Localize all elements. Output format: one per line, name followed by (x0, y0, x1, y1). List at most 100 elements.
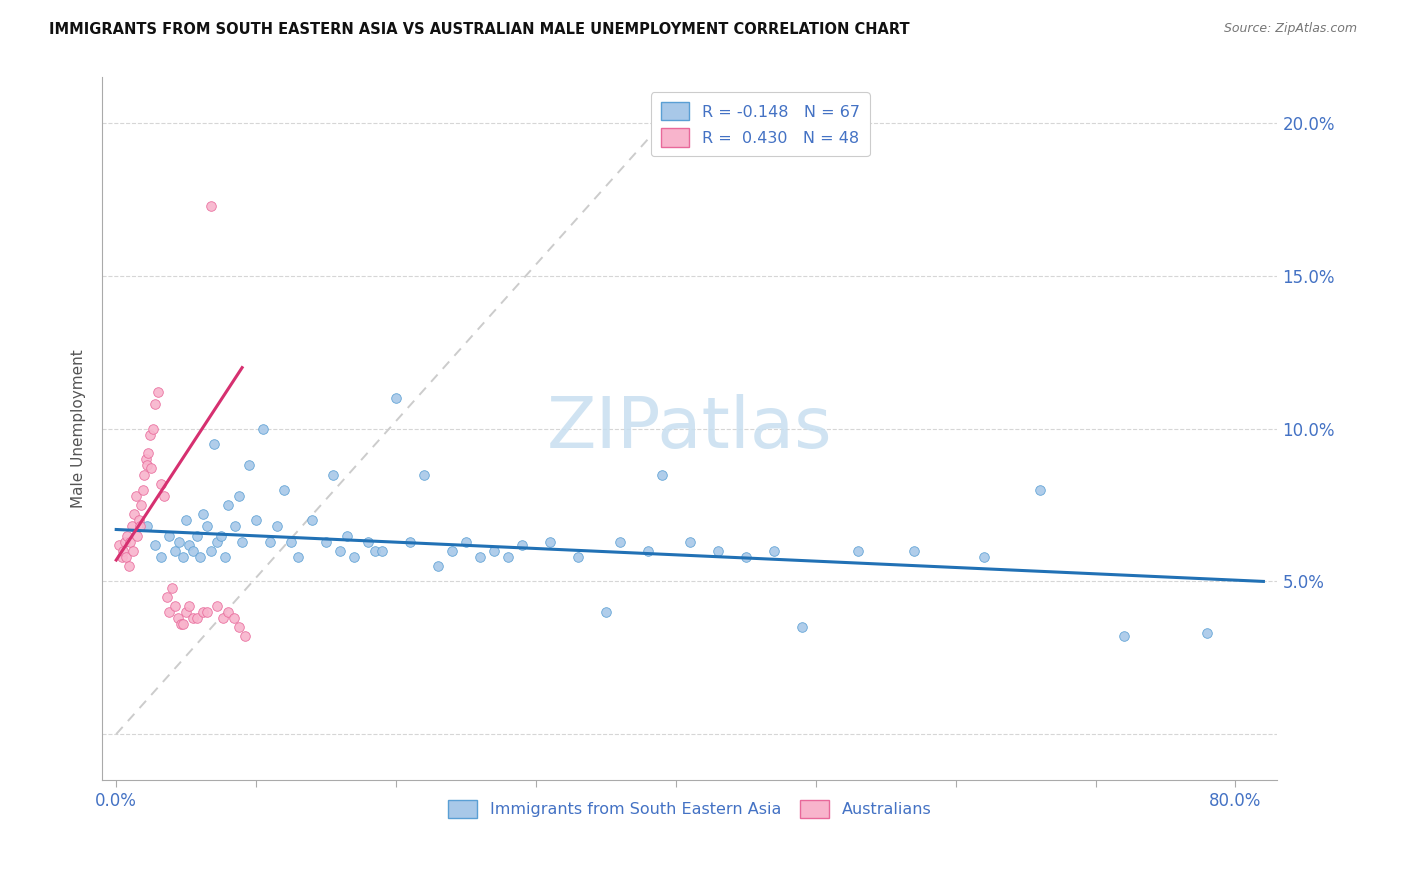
Point (121, 519, 143, 533)
Point (259, 534, 281, 549)
Point (149, 549, 172, 564)
Point (131, 498, 153, 512)
Point (385, 391, 408, 405)
Point (181, 611, 204, 625)
Point (217, 605, 239, 619)
Point (111, 549, 134, 564)
Point (209, 528, 232, 542)
Point (139, 427, 162, 442)
Point (108, 538, 131, 552)
Y-axis label: Male Unemployment: Male Unemployment (72, 350, 86, 508)
Point (149, 476, 172, 491)
Point (315, 534, 337, 549)
Point (135, 452, 157, 467)
Point (129, 519, 152, 533)
Point (166, 611, 188, 625)
Point (138, 446, 160, 460)
Point (122, 544, 145, 558)
Point (231, 534, 253, 549)
Point (252, 422, 274, 436)
Point (174, 605, 197, 619)
Point (155, 590, 177, 604)
Point (200, 544, 222, 558)
Point (195, 519, 218, 533)
Point (399, 534, 422, 549)
Point (228, 489, 250, 503)
Point (538, 534, 561, 549)
Point (157, 528, 180, 542)
Point (651, 467, 673, 482)
Point (167, 534, 190, 549)
Point (336, 528, 359, 542)
Point (233, 629, 256, 643)
Text: Source: ZipAtlas.com: Source: ZipAtlas.com (1223, 22, 1357, 36)
Point (128, 513, 150, 527)
Point (609, 534, 631, 549)
Point (205, 534, 228, 549)
Point (146, 385, 169, 400)
Point (118, 559, 141, 574)
Point (846, 544, 869, 558)
Point (734, 549, 756, 564)
Point (172, 549, 194, 564)
Point (181, 544, 204, 558)
Text: IMMIGRANTS FROM SOUTH EASTERN ASIA VS AUSTRALIAN MALE UNEMPLOYMENT CORRELATION C: IMMIGRANTS FROM SOUTH EASTERN ASIA VS AU… (49, 22, 910, 37)
Point (595, 605, 617, 619)
Point (273, 483, 295, 497)
Point (114, 534, 136, 549)
Point (224, 519, 246, 533)
Point (142, 422, 165, 436)
Point (136, 458, 159, 473)
Point (160, 581, 183, 595)
Point (1112, 629, 1135, 643)
Point (191, 507, 214, 521)
Point (707, 544, 730, 558)
Point (238, 458, 260, 473)
Point (172, 617, 194, 632)
Point (973, 549, 995, 564)
Point (127, 528, 149, 542)
Point (152, 489, 174, 503)
Point (211, 611, 233, 625)
Point (496, 549, 519, 564)
Point (454, 534, 477, 549)
Point (322, 467, 344, 482)
Point (202, 437, 225, 451)
Point (214, 549, 236, 564)
Point (157, 605, 180, 619)
Point (637, 544, 659, 558)
Point (287, 549, 309, 564)
Point (200, 199, 222, 213)
Point (132, 483, 155, 497)
Point (413, 467, 436, 482)
Point (790, 620, 813, 634)
Point (440, 544, 463, 558)
Point (510, 538, 533, 552)
Point (217, 498, 239, 512)
Point (1028, 483, 1050, 497)
Point (195, 605, 218, 619)
Point (482, 544, 505, 558)
Point (112, 544, 135, 558)
Point (120, 534, 142, 549)
Point (174, 513, 197, 527)
Point (177, 599, 200, 613)
Point (1197, 626, 1219, 640)
Point (343, 549, 366, 564)
Point (125, 489, 148, 503)
Point (567, 549, 589, 564)
Point (124, 507, 146, 521)
Point (134, 467, 156, 482)
Point (117, 528, 139, 542)
Point (186, 611, 208, 625)
Text: ZIPatlas: ZIPatlas (547, 394, 832, 463)
Point (145, 397, 167, 411)
Point (371, 544, 394, 558)
Point (191, 605, 214, 619)
Point (186, 528, 208, 542)
Point (329, 544, 352, 558)
Point (222, 611, 245, 625)
Point (427, 559, 450, 574)
Point (163, 544, 186, 558)
Point (679, 534, 702, 549)
